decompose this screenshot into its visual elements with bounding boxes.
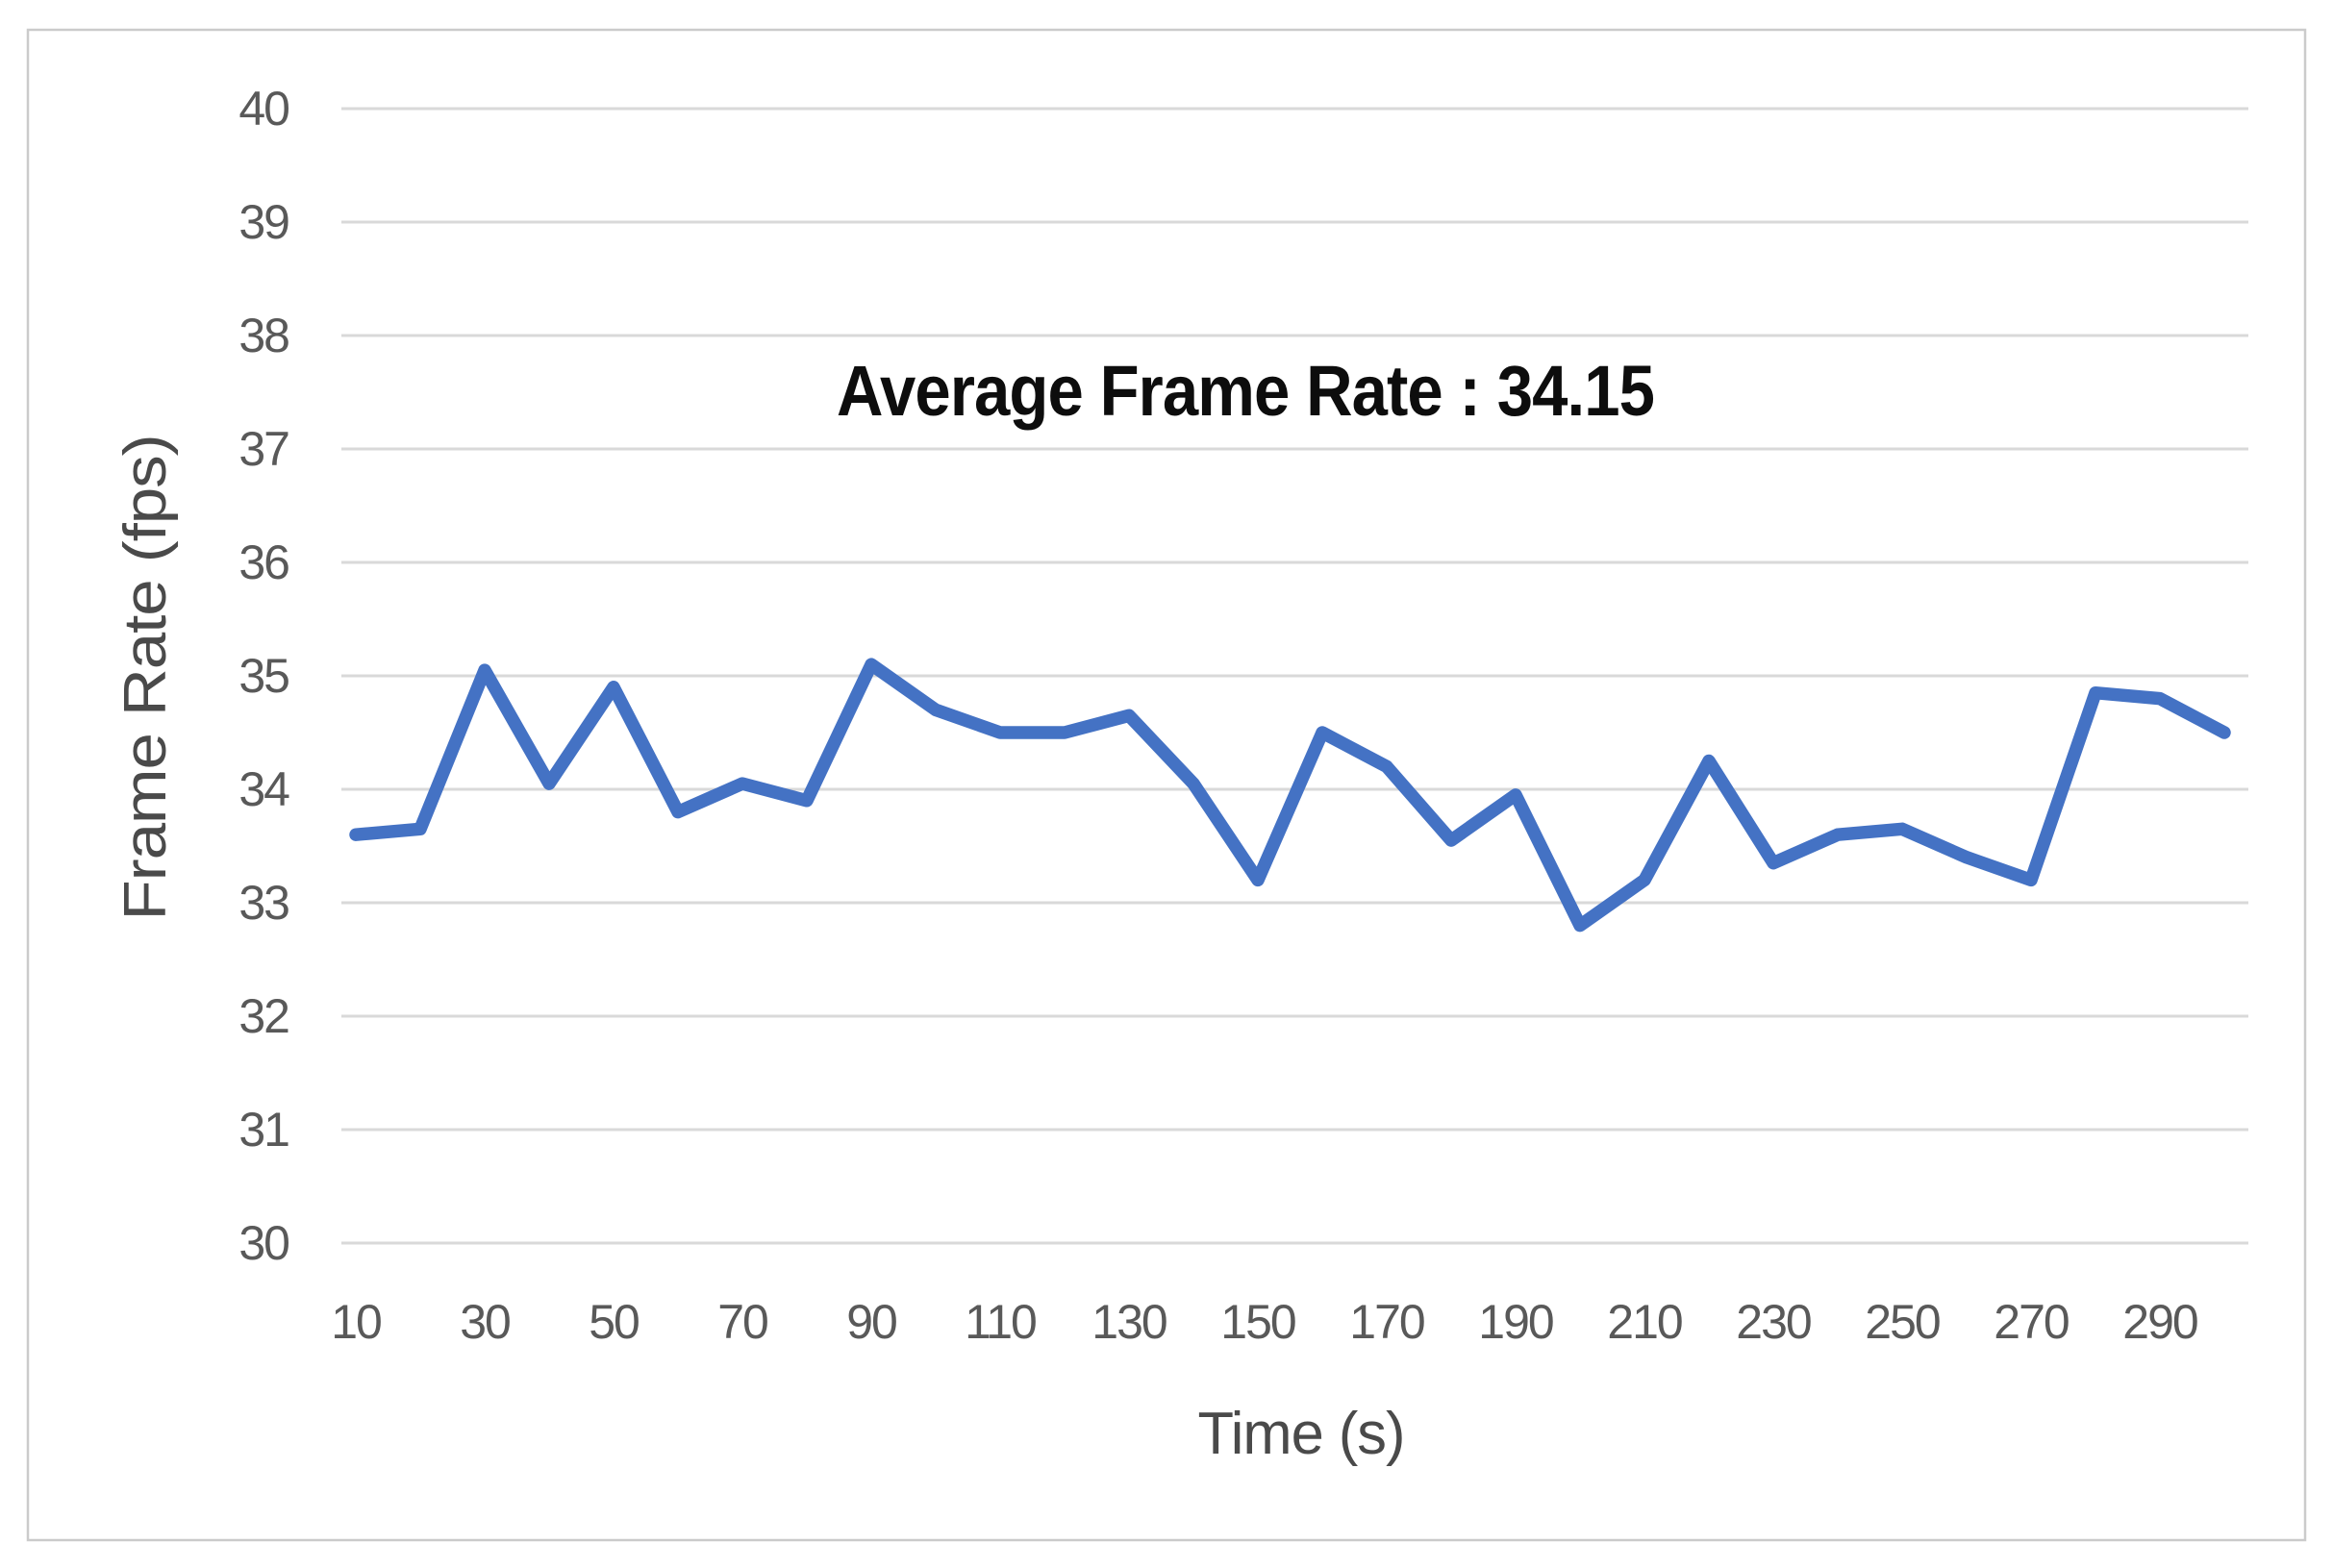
chart-title: Average Frame Rate : 34.15 <box>837 351 1654 431</box>
y-tick-label-35: 35 <box>238 649 288 703</box>
x-axis-tick-labels: 10 30 50 70 90 110 130 150 170 190 210 230 250 270 290 <box>331 1295 2199 1349</box>
y-tick-label-32: 32 <box>238 989 288 1043</box>
y-tick-label-37: 37 <box>238 422 288 476</box>
y-tick-label-33: 33 <box>238 876 288 930</box>
frame-rate-line <box>349 658 2231 933</box>
x-tick-label-10: 10 <box>331 1295 381 1349</box>
gridlines <box>341 107 2248 1245</box>
x-tick-label-190: 190 <box>1478 1295 1553 1349</box>
x-tick-label-270: 270 <box>1994 1295 2069 1349</box>
x-tick-label-70: 70 <box>717 1295 767 1349</box>
x-tick-label-290: 290 <box>2122 1295 2197 1349</box>
y-tick-label-31: 31 <box>238 1103 288 1157</box>
x-tick-label-110: 110 <box>965 1295 1036 1349</box>
y-tick-label-34: 34 <box>238 762 289 816</box>
y-tick-label-36: 36 <box>238 535 288 589</box>
x-tick-label-250: 250 <box>1865 1295 1940 1349</box>
x-tick-label-170: 170 <box>1349 1295 1424 1349</box>
y-tick-label-39: 39 <box>238 195 288 249</box>
x-tick-label-30: 30 <box>460 1295 510 1349</box>
y-tick-label-40: 40 <box>238 82 288 136</box>
y-tick-label-30: 30 <box>238 1216 288 1270</box>
x-tick-label-50: 50 <box>589 1295 639 1349</box>
frame-rate-series <box>349 658 2231 933</box>
x-tick-label-130: 130 <box>1091 1295 1166 1349</box>
chart-area-border <box>26 28 2307 1542</box>
x-tick-label-210: 210 <box>1607 1295 1682 1349</box>
x-tick-label-150: 150 <box>1220 1295 1295 1349</box>
x-tick-label-230: 230 <box>1736 1295 1811 1349</box>
x-axis-title: Time (s) <box>1198 1401 1405 1467</box>
y-axis-tick-labels: 30 31 32 33 34 35 36 37 38 39 40 <box>238 82 291 1270</box>
x-tick-label-90: 90 <box>846 1295 896 1349</box>
y-axis-title: Frame Rate (fps) <box>113 436 179 921</box>
y-tick-label-38: 38 <box>238 309 288 362</box>
